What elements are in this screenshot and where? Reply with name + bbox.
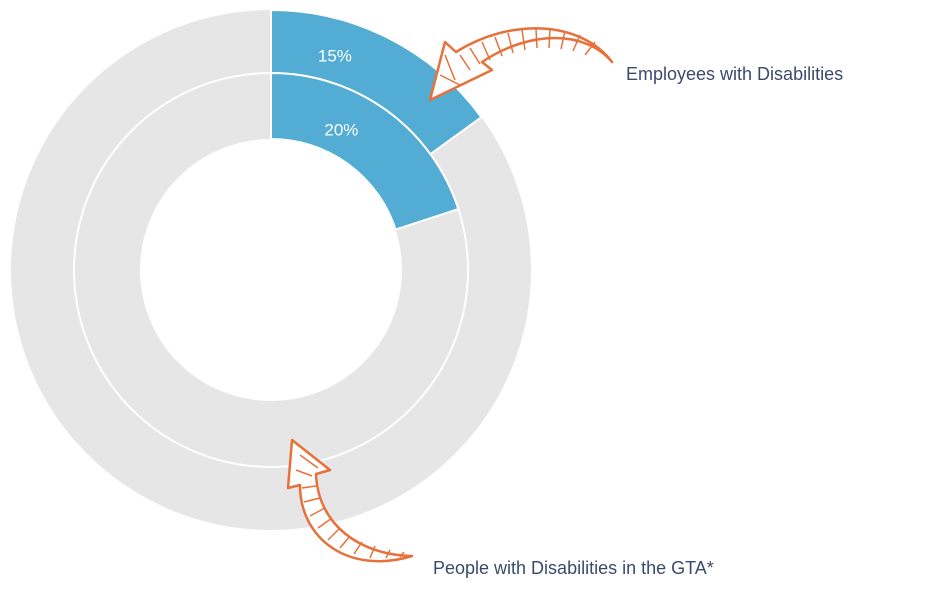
segments [270, 8, 483, 231]
value-label: 15% [318, 46, 352, 65]
legend-label: People with Disabilities in the GTA* [433, 558, 714, 578]
arrow-bottom [286, 438, 414, 563]
legend-label: Employees with Disabilities [626, 64, 843, 84]
donut-segment [270, 71, 460, 231]
value-label: 20% [324, 120, 358, 139]
arrow-top [428, 27, 614, 102]
